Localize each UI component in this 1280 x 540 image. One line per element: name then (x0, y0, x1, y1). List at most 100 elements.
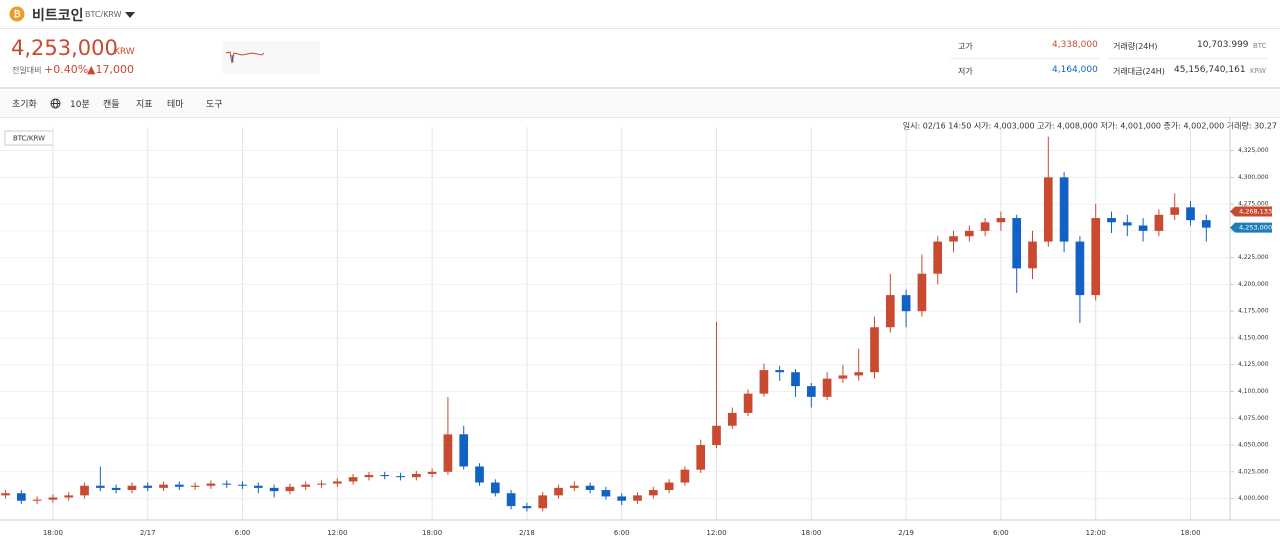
candle-body (159, 484, 168, 488)
y-tick-label: 4,000,000 (1238, 495, 1269, 502)
candle-body (475, 466, 484, 483)
candle-body (222, 483, 232, 485)
symbol: BTC/KRW (13, 135, 45, 143)
x-tick-label: 6:00 (993, 529, 1009, 537)
candle-body (522, 506, 532, 509)
divider (1108, 58, 1268, 59)
candle-body (870, 327, 879, 373)
stat-value: 4,164,000 (1052, 65, 1098, 75)
candle-body (696, 445, 706, 470)
candle-body (111, 487, 121, 491)
candle-body (680, 469, 690, 483)
candle-body (775, 370, 785, 373)
candle-body (332, 481, 342, 484)
x-tick-label: 18:00 (422, 529, 442, 537)
grid (0, 127, 1230, 520)
y-tick-label: 4,275,000 (1238, 201, 1269, 208)
candle-body (1154, 214, 1164, 231)
globe-icon[interactable] (50, 98, 61, 109)
candle-body (206, 483, 216, 486)
candle-body (885, 295, 895, 328)
x-tick-label: 2/17 (140, 529, 156, 537)
divider (950, 58, 1100, 59)
y-tick-label: 4,225,000 (1238, 254, 1269, 261)
price: 4,253,000 (11, 36, 118, 60)
candle-body (1059, 177, 1069, 242)
candle-body (743, 393, 753, 413)
candle-body (190, 485, 200, 487)
candle-body (1186, 207, 1195, 221)
candle-body (396, 476, 405, 478)
x-tick-label: 18:00 (1180, 529, 1200, 537)
candle-body (285, 486, 295, 492)
dropdown[interactable] (125, 12, 135, 18)
stat-label: 거래대금(24H) (1113, 67, 1165, 76)
sparkline (222, 41, 320, 74)
candle-body (538, 495, 548, 509)
candle-body (411, 473, 421, 478)
title-bar: ₿ 비트코인 BTC/KRW (0, 0, 1280, 29)
svg-text:₿: ₿ (13, 9, 20, 20)
y-tick-label: 4,150,000 (1238, 334, 1269, 341)
stat-label: 저가 (958, 67, 973, 76)
change-label: 전일대비 (12, 66, 42, 75)
toolbar-button[interactable]: 캔들 (103, 100, 120, 110)
price-panel: 4,253,000 KRW 전일대비 +0.40% ▲17,000 고가 4,3… (0, 29, 1280, 89)
x-tick-label: 6:00 (235, 529, 251, 537)
toolbar-button[interactable]: 초기화 (12, 100, 37, 110)
y-tick-label: 4,200,000 (1238, 281, 1269, 288)
toolbar-button[interactable]: 10분 (70, 100, 90, 110)
x-tick-label: 18:00 (43, 529, 63, 537)
toolbar-button[interactable]: 지표 (136, 100, 153, 110)
candle-body (601, 490, 611, 497)
candle-body (16, 493, 26, 501)
candle-body (95, 485, 105, 488)
candle-body (32, 499, 42, 501)
y-tick-label: 4,175,000 (1238, 308, 1269, 315)
candle-body (490, 482, 500, 494)
stat-label: 고가 (958, 42, 973, 51)
y-tick-label: 4,300,000 (1238, 174, 1269, 181)
candle-body (791, 372, 800, 387)
candle-body (443, 434, 453, 472)
candle-body (980, 222, 990, 231)
candle-body (1028, 241, 1037, 269)
y-tick-label: 4,025,000 (1238, 468, 1269, 475)
candle-body (459, 434, 469, 467)
candle-body (364, 475, 374, 478)
candle-body (1091, 218, 1101, 296)
candle-body (301, 484, 311, 487)
candle-body (1107, 218, 1116, 223)
stat-label: 거래량(24H) (1113, 42, 1158, 51)
candle-body (964, 230, 974, 237)
candle-body (317, 483, 326, 485)
x-tick-label: 12:00 (327, 529, 347, 537)
y-tick-label: 4,125,000 (1238, 361, 1269, 368)
candle-body (1170, 207, 1180, 215)
chart: BTC/KRW 일시: 02/16 14:50 시가: 4,003,000 고가… (0, 118, 1280, 537)
toolbar-button[interactable]: 도구 (206, 100, 223, 110)
x-tick-label: 2/19 (898, 529, 914, 537)
candle-body (143, 485, 153, 488)
candle-body (806, 386, 816, 397)
candle-body (1, 493, 10, 496)
candle-body (1012, 218, 1022, 269)
y-tick-label: 4,100,000 (1238, 388, 1269, 395)
candle-body (1122, 222, 1132, 226)
candle-body (554, 487, 563, 496)
candle-body (1075, 241, 1085, 296)
y-tick-label: 4,075,000 (1238, 415, 1269, 422)
toolbar-button[interactable]: 테마 (167, 100, 184, 110)
price-tag (1230, 206, 1272, 217)
x-tick-label: 18:00 (801, 529, 821, 537)
candle-body (174, 484, 184, 487)
x-tick-label: 12:00 (1086, 529, 1106, 537)
candle-body (759, 370, 769, 394)
title: 비트코인 (32, 8, 84, 24)
candle-body (996, 218, 1006, 223)
y-tick-label: 4,325,000 (1238, 147, 1269, 154)
x-tick-label: 12:00 (706, 529, 726, 537)
candle-body (64, 495, 74, 498)
candle-body (822, 378, 832, 397)
